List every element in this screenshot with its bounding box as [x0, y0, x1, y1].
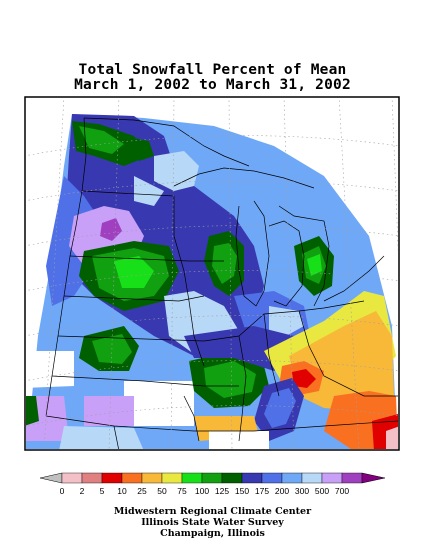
snowfall-region — [264, 388, 296, 428]
legend-label: 25 — [137, 486, 147, 496]
state-boundary-line — [298, 310, 398, 397]
river-line — [183, 395, 200, 442]
state-boundary-line — [51, 375, 239, 387]
state-boundary-line — [203, 300, 365, 342]
legend-label: 200 — [275, 486, 289, 496]
legend-swatch — [321, 472, 343, 484]
snowfall-region — [212, 243, 237, 284]
legend-label: 5 — [100, 486, 105, 496]
legend-swatch — [121, 472, 143, 484]
snowfall-region — [100, 218, 122, 241]
grid-line — [26, 360, 398, 382]
snowfall-region — [114, 256, 154, 288]
lat-lon-grid — [26, 98, 398, 449]
legend-label: 125 — [215, 486, 229, 496]
legend-label: 2 — [80, 486, 85, 496]
lake-michigan-shore — [235, 200, 270, 307]
legend-label: 500 — [315, 486, 329, 496]
snowfall-color-fill — [26, 98, 398, 449]
legend-label: 75 — [177, 486, 187, 496]
legend-swatch — [81, 472, 103, 484]
snowfall-region — [134, 176, 164, 206]
lake-erie-shore — [323, 255, 385, 302]
legend-swatch — [161, 472, 183, 484]
state-boundary-line — [113, 425, 120, 449]
legend-label: 175 — [255, 486, 269, 496]
legend-label: 700 — [335, 486, 349, 496]
snowfall-region — [79, 126, 124, 154]
snowfall-region — [59, 426, 144, 449]
legend-swatch — [101, 472, 123, 484]
legend-label: 10 — [117, 486, 127, 496]
grid-line — [43, 98, 65, 449]
map-title-line-1: Total Snowfall Percent of Mean — [78, 62, 347, 78]
legend-label: 0 — [60, 486, 65, 496]
grid-line — [228, 98, 233, 449]
map-title-line-2: March 1, 2002 to March 31, 2002 — [74, 77, 351, 93]
grid-line — [26, 405, 398, 427]
legend-swatch — [201, 472, 223, 484]
grid-line — [170, 98, 175, 449]
legend-label: 150 — [235, 486, 249, 496]
legend-swatch — [301, 472, 323, 484]
legend-swatch — [221, 472, 243, 484]
state-boundaries — [45, 117, 398, 449]
grid-line — [283, 98, 295, 449]
legend-swatch — [61, 472, 83, 484]
state-boundary-line — [69, 255, 224, 262]
grid-line — [26, 225, 398, 247]
canada-border — [83, 117, 250, 167]
legend-swatch — [281, 472, 303, 484]
grid-line — [391, 98, 398, 297]
grid-line — [26, 270, 398, 292]
snowfall-region — [386, 426, 398, 449]
snowfall-region — [292, 369, 316, 388]
grid-line — [108, 98, 120, 449]
map-frame — [24, 96, 400, 451]
snowfall-region — [124, 136, 154, 161]
credit-line-3: Champaign, Illinois — [160, 528, 265, 539]
snowfall-region — [204, 361, 256, 398]
snowfall-region — [124, 381, 194, 426]
state-boundary-line — [63, 295, 205, 302]
snowfall-region — [307, 254, 322, 276]
legend-swatch — [141, 472, 163, 484]
lake-huron-shore — [278, 205, 330, 307]
snowfall-region — [269, 306, 304, 336]
grid-line — [338, 98, 360, 449]
legend-label: 300 — [295, 486, 309, 496]
credit-line-2: Illinois State Water Survey — [141, 517, 284, 528]
snowfall-region — [84, 396, 134, 426]
michigan-lower-peninsula — [268, 220, 305, 307]
legend-swatch — [261, 472, 283, 484]
state-boundary-line — [173, 235, 205, 367]
credit-line-1: Midwestern Regional Climate Center — [113, 506, 312, 517]
state-boundary-line — [45, 415, 398, 432]
snowfall-region — [26, 396, 39, 426]
legend-swatch — [241, 472, 263, 484]
grid-line — [26, 315, 398, 337]
snowfall-percent-map — [24, 96, 400, 451]
grid-line — [26, 180, 398, 202]
legend-label: 50 — [157, 486, 167, 496]
legend-swatch — [341, 472, 363, 484]
state-boundary-line — [263, 313, 280, 397]
legend-low-arrow — [40, 472, 63, 484]
legend-label: 100 — [195, 486, 209, 496]
legend-swatch — [181, 472, 203, 484]
state-boundary-line — [57, 335, 205, 342]
grid-line — [26, 135, 398, 157]
legend-high-arrow — [361, 472, 385, 484]
lake-superior-shore — [173, 167, 315, 189]
state-boundary-line — [238, 335, 247, 442]
snowfall-region — [154, 151, 199, 191]
state-boundary-line — [81, 190, 175, 236]
color-legend: 0 2 5 10 25 50 75 100 125 150 175 200 300 500 700 — [40, 472, 385, 496]
snowfall-region — [26, 351, 74, 388]
